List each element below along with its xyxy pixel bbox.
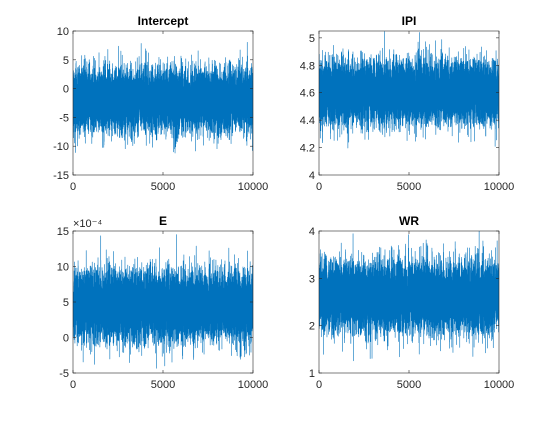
e-y-tick-label: 5: [63, 297, 69, 309]
e-y-tick-label: 15: [57, 226, 69, 238]
ipi-x-tick-label: 5000: [397, 181, 421, 193]
ipi-trace-panel: IPI 0 5000 10000 4 4.2 4.4 4.6 4.8 5: [300, 14, 515, 193]
ipi-x-tick-label: 0: [316, 181, 322, 193]
wr-y-tick-label: 1: [309, 368, 315, 380]
e-x-tick-label: 5000: [151, 379, 175, 391]
e-title: E: [159, 214, 167, 228]
wr-x-tick-label: 5000: [397, 379, 421, 391]
ipi-y-tick-label: 4.6: [300, 88, 315, 100]
intercept-trace-line: [73, 41, 253, 154]
intercept-x-tick-label: 5000: [151, 181, 175, 193]
wr-x-tick-label: 0: [316, 379, 322, 391]
wr-trace-line: [319, 231, 499, 362]
ipi-y-tick-label: 5: [309, 33, 315, 45]
ipi-y-tick-label: 4: [309, 170, 315, 182]
ipi-y-tick-label: 4.2: [300, 143, 315, 155]
ipi-trace-line: [319, 31, 499, 149]
e-exponent-label: ×10⁻⁴: [73, 218, 102, 230]
wr-title: WR: [399, 214, 419, 228]
intercept-y-tick-label: -15: [53, 170, 69, 182]
e-x-tick-label: 0: [70, 379, 76, 391]
wr-y-tick-label: 2: [309, 321, 315, 333]
ipi-y-tick-label: 4.4: [300, 115, 315, 127]
intercept-y-tick-label: 0: [63, 84, 69, 96]
intercept-y-tick-label: 5: [63, 55, 69, 67]
intercept-x-tick-label: 10000: [238, 181, 269, 193]
wr-y-tick-label: 3: [309, 273, 315, 285]
wr-y-tick-label: 4: [309, 226, 315, 238]
wr-trace-panel: WR 0 5000 10000 1 2 3 4: [309, 214, 514, 391]
ipi-title: IPI: [402, 14, 417, 28]
e-trace-line: [73, 234, 253, 369]
intercept-y-tick-label: 10: [57, 26, 69, 38]
intercept-trace-panel: Intercept 0 5000 10000 -15 -10 -5 0 5 10: [53, 14, 268, 193]
e-y-tick-label: 10: [57, 262, 69, 274]
ipi-y-tick-label: 4.8: [300, 60, 315, 72]
wr-x-tick-label: 10000: [484, 379, 515, 391]
e-y-tick-label: 0: [63, 333, 69, 345]
intercept-x-tick-label: 0: [70, 181, 76, 193]
intercept-y-tick-label: -5: [59, 112, 69, 124]
e-y-tick-label: -5: [59, 368, 69, 380]
intercept-title: Intercept: [138, 14, 189, 28]
ipi-x-tick-label: 10000: [484, 181, 515, 193]
intercept-y-tick-label: -10: [53, 141, 69, 153]
e-x-tick-label: 10000: [238, 379, 269, 391]
